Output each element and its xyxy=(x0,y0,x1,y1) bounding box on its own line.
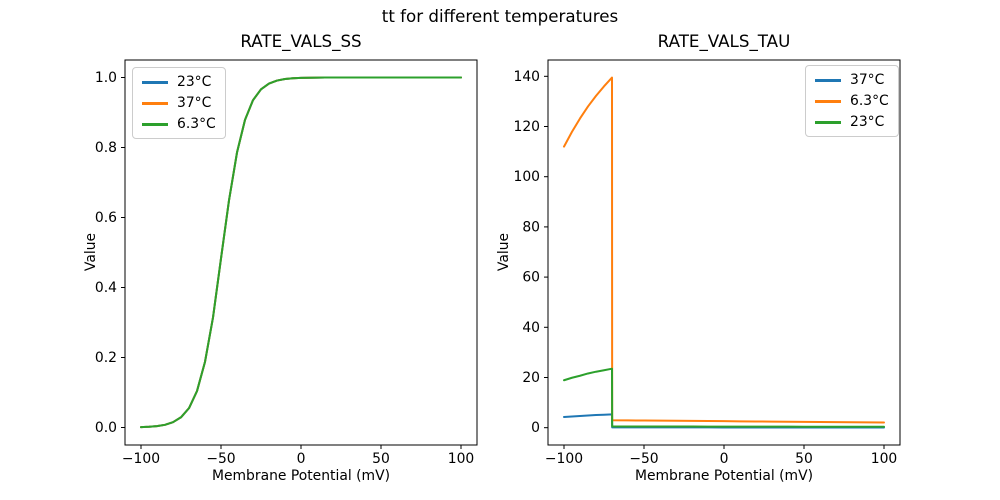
curve-6-3c xyxy=(563,76,885,424)
legend-label: 6.3°C xyxy=(177,116,216,132)
y-tick-label: 40 xyxy=(522,320,540,336)
right-legend: 37°C 6.3°C 23°C xyxy=(805,65,899,137)
axes-rate-vals-ss: −100 −50 0 50 100 0.0 0.2 0.4 0.6 0.8 1.0 xyxy=(95,59,478,467)
left-x-axis-label: Membrane Potential (mV) xyxy=(211,468,390,484)
legend-label: 23°C xyxy=(850,114,885,130)
figure-title: tt for different temperatures xyxy=(381,6,619,26)
legend-item: 6.3°C xyxy=(142,115,216,133)
curve-23c xyxy=(563,367,885,428)
legend-line-swatch xyxy=(142,122,168,126)
legend-line-swatch xyxy=(142,101,168,105)
y-tick-label: 120 xyxy=(513,119,540,135)
left-legend: 23°C 37°C 6.3°C xyxy=(132,67,226,139)
x-tick-label: 100 xyxy=(871,451,898,467)
curve-6-3c xyxy=(140,76,462,429)
legend-item: 37°C xyxy=(815,71,889,89)
x-tick-label: −100 xyxy=(122,451,160,467)
x-tick-label: 0 xyxy=(297,451,306,467)
y-tick-label: 60 xyxy=(522,270,540,286)
right-x-axis-label: Membrane Potential (mV) xyxy=(634,468,813,484)
legend-line-swatch xyxy=(815,120,841,124)
y-tick-label: 0.8 xyxy=(95,140,117,156)
y-tick-label: 80 xyxy=(522,219,540,235)
legend-item: 6.3°C xyxy=(815,92,889,110)
x-tick-label: −50 xyxy=(629,451,658,467)
legend-item: 23°C xyxy=(815,113,889,131)
y-tick-label: 0.2 xyxy=(95,350,117,366)
x-tick-label: 100 xyxy=(448,451,475,467)
y-tick-label: 100 xyxy=(513,169,540,185)
y-tick-label: 140 xyxy=(513,69,540,85)
legend-label: 23°C xyxy=(177,74,212,90)
legend-item: 23°C xyxy=(142,73,216,91)
x-tick-label: 0 xyxy=(720,451,729,467)
right-subplot-title: RATE_VALS_TAU xyxy=(657,31,791,51)
left-y-axis-label: Value xyxy=(83,232,99,272)
right-y-axis-label: Value xyxy=(496,232,512,272)
legend-line-swatch xyxy=(815,78,841,82)
y-tick-label: 0.4 xyxy=(95,280,117,296)
x-tick-label: 50 xyxy=(372,451,390,467)
legend-label: 6.3°C xyxy=(850,93,889,109)
y-tick-label: 0 xyxy=(531,420,540,436)
y-tick-label: 0.0 xyxy=(95,420,117,436)
x-tick-label: 50 xyxy=(795,451,813,467)
y-tick-label: 1.0 xyxy=(95,70,117,86)
legend-label: 37°C xyxy=(177,95,212,111)
legend-item: 37°C xyxy=(142,94,216,112)
left-subplot-title: RATE_VALS_SS xyxy=(240,31,362,51)
legend-line-swatch xyxy=(142,80,168,84)
axes-rate-vals-tau: −100 −50 0 50 100 0 20 40 60 80 100 120 140 xyxy=(513,59,901,467)
legend-line-swatch xyxy=(815,99,841,103)
legend-label: 37°C xyxy=(850,72,885,88)
y-tick-label: 0.6 xyxy=(95,210,117,226)
x-tick-label: −50 xyxy=(206,451,235,467)
x-tick-label: −100 xyxy=(545,451,583,467)
y-tick-label: 20 xyxy=(522,370,540,386)
